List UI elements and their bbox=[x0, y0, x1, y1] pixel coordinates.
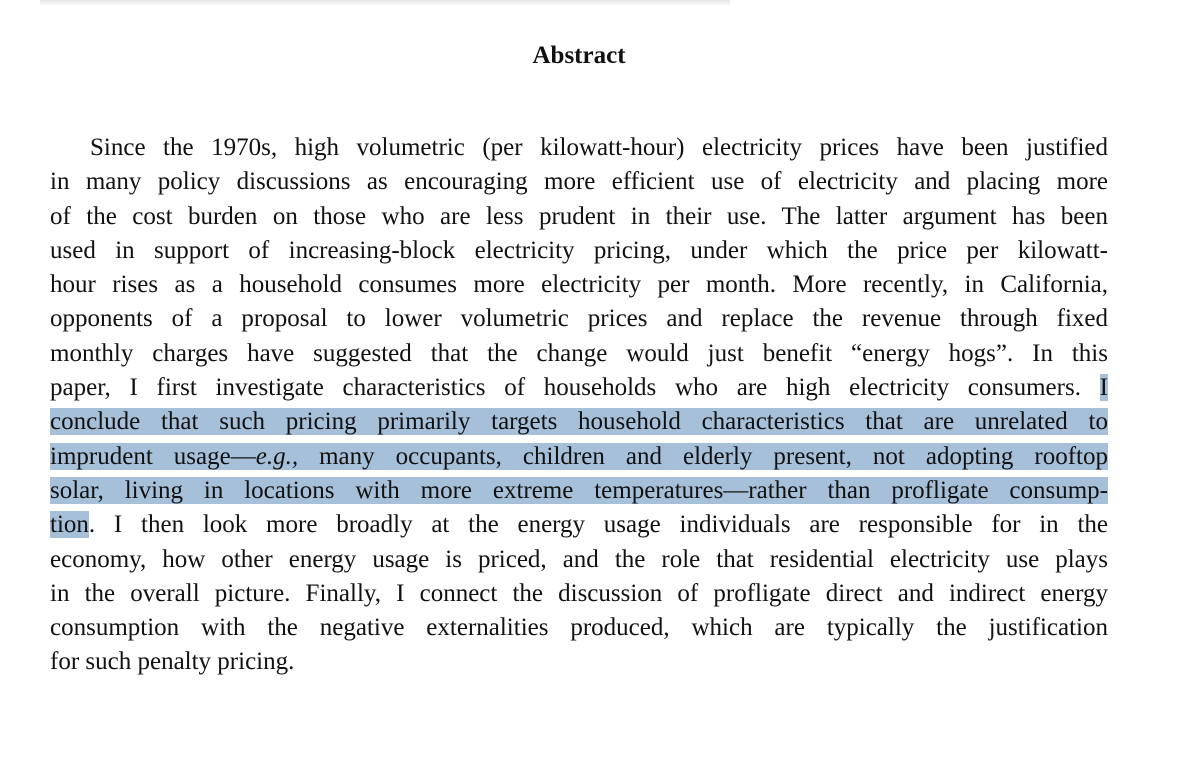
text-selection: conclude that such pricing primarily tar… bbox=[50, 408, 1108, 436]
text-line-14: in the overall picture. Finally, I conne… bbox=[50, 579, 1108, 607]
page-top-shadow bbox=[40, 0, 730, 6]
text-line-10: imprudent usage—e.g., many occupants, ch… bbox=[50, 440, 1108, 474]
text-line-4: used in support of increasing-block elec… bbox=[50, 236, 1108, 264]
line-12-plain: . I then look more broadly at the energy… bbox=[88, 511, 1108, 539]
text-line-6: opponents of a proposal to lower volumet… bbox=[50, 305, 1108, 333]
text-line-7: monthly charges have suggested that the … bbox=[50, 339, 1108, 367]
text-selection: imprudent usage— bbox=[50, 442, 256, 470]
text-selection: solar, living in locations with more ext… bbox=[50, 476, 1108, 504]
text-line-9: conclude that such pricing primarily tar… bbox=[50, 405, 1108, 439]
text-selection: many occupants, children and elderly pre… bbox=[298, 442, 1108, 470]
abstract-body[interactable]: Since the 1970s, high volumetric (per ki… bbox=[50, 131, 1108, 680]
text-selection-italic: e.g., bbox=[255, 442, 299, 470]
text-line-15: consumption with the negative externalit… bbox=[50, 614, 1108, 642]
text-line-8: paper, I first investigate characteristi… bbox=[50, 371, 1108, 405]
text-line-11: solar, living in locations with more ext… bbox=[50, 474, 1108, 508]
text-line-3: of the cost burden on those who are less… bbox=[50, 202, 1108, 230]
text-line-1: Since the 1970s, high volumetric (per ki… bbox=[90, 134, 1108, 161]
text-line-16: for such penalty pricing. bbox=[50, 648, 295, 676]
abstract-heading: Abstract bbox=[532, 42, 626, 69]
text-selection-start: I bbox=[1099, 374, 1108, 402]
text-selection-end: tion bbox=[50, 511, 89, 539]
text-line-13: economy, how other energy usage is price… bbox=[50, 545, 1108, 573]
text-line-5: hour rises as a household consumes more … bbox=[50, 271, 1108, 299]
text-line-2: in many policy discussions as encouragin… bbox=[50, 168, 1108, 196]
text-line-12: tion. I then look more broadly at the en… bbox=[50, 508, 1108, 542]
line-8-plain: paper, I first investigate characteristi… bbox=[50, 374, 1100, 402]
